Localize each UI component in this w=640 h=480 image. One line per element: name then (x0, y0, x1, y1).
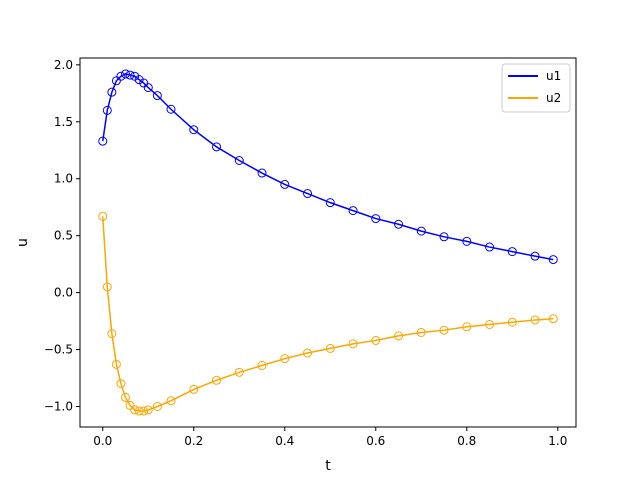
data-point-u2 (485, 320, 495, 329)
data-point-u1 (102, 105, 112, 115)
data-point-u1 (280, 179, 290, 189)
data-point-u1 (257, 168, 267, 178)
data-point-u2 (98, 211, 108, 221)
data-point-u2 (107, 329, 117, 339)
data-point-u2 (152, 402, 162, 411)
data-point-u2 (130, 405, 140, 415)
data-point-u2 (125, 400, 135, 410)
data-point-u1 (98, 136, 108, 146)
data-point-u1 (507, 247, 517, 257)
series-u1 (98, 69, 558, 265)
data-point-u2 (416, 327, 426, 337)
y-tick-label: −1.0 (44, 400, 73, 414)
legend-label-u1: u1 (546, 69, 561, 83)
data-point-u2 (257, 361, 267, 370)
data-point-u1 (121, 69, 130, 79)
data-point-u1 (116, 71, 126, 81)
legend: u1 u2 (501, 63, 571, 113)
x-tick-label: 0.6 (366, 434, 385, 448)
data-point-u1 (139, 78, 149, 88)
data-point-u1 (394, 219, 404, 229)
data-point-u1 (189, 125, 199, 135)
data-point-u1 (439, 232, 449, 242)
data-point-u2 (121, 392, 130, 402)
data-point-u2 (348, 339, 358, 349)
data-point-u1 (371, 214, 381, 224)
series-u2 (98, 211, 558, 416)
data-point-u1 (462, 236, 472, 246)
x-tick-label: 0.2 (184, 434, 203, 448)
data-point-u2 (111, 359, 121, 369)
data-point-u1 (134, 75, 144, 85)
data-point-u2 (212, 375, 222, 385)
data-point-u2 (166, 396, 176, 406)
data-point-u1 (416, 226, 426, 236)
y-axis-label: u (15, 238, 31, 247)
data-point-u1 (166, 104, 176, 114)
data-point-u2 (439, 325, 449, 335)
data-point-u2 (280, 354, 290, 364)
data-point-u1 (152, 91, 162, 101)
legend-label-u2: u2 (546, 91, 561, 105)
data-point-u2 (325, 343, 335, 353)
data-point-u1 (485, 242, 495, 252)
y-tick-label: 2.0 (54, 58, 73, 72)
data-point-u2 (102, 282, 112, 292)
data-point-u2 (143, 405, 153, 415)
x-tick-label: 0.4 (275, 434, 294, 448)
data-point-u2 (134, 406, 144, 416)
data-point-u2 (548, 314, 558, 324)
data-point-u1 (234, 156, 244, 165)
x-tick-label: 0.8 (457, 434, 476, 448)
data-point-u1 (348, 206, 358, 216)
data-point-u2 (462, 322, 472, 332)
y-tick-label: 1.5 (54, 115, 73, 129)
data-point-u1 (125, 70, 135, 80)
x-axis-ticks: 0.0 0.2 0.4 0.6 0.8 1.0 (93, 427, 567, 448)
axes-frame (79, 57, 577, 428)
plot-area (98, 69, 558, 416)
data-point-u1 (303, 189, 313, 199)
data-point-u2 (394, 331, 404, 341)
data-point-u2 (530, 315, 540, 325)
data-point-u2 (234, 367, 244, 377)
data-point-u2 (371, 335, 381, 345)
y-tick-label: 0.5 (54, 229, 73, 243)
x-tick-label: 0.0 (93, 434, 112, 448)
data-point-u1 (548, 255, 558, 265)
data-point-u2 (303, 348, 313, 358)
data-point-u1 (143, 83, 153, 93)
data-point-u1 (107, 87, 117, 97)
data-point-u2 (116, 379, 126, 389)
y-axis-ticks: −1.0 −0.5 0.0 0.5 1.0 1.5 2.0 (44, 58, 80, 414)
data-point-u1 (212, 142, 222, 152)
data-point-u1 (130, 71, 140, 81)
y-tick-label: −0.5 (44, 343, 73, 357)
data-point-u2 (189, 384, 199, 394)
y-tick-label: 1.0 (54, 172, 73, 186)
data-point-u2 (507, 317, 517, 327)
data-point-u2 (139, 406, 149, 416)
data-point-u1 (111, 76, 121, 86)
data-point-u1 (325, 198, 335, 208)
x-axis-label: t (325, 458, 331, 474)
data-point-u1 (530, 251, 540, 261)
x-tick-label: 1.0 (548, 434, 567, 448)
y-tick-label: 0.0 (54, 286, 73, 300)
